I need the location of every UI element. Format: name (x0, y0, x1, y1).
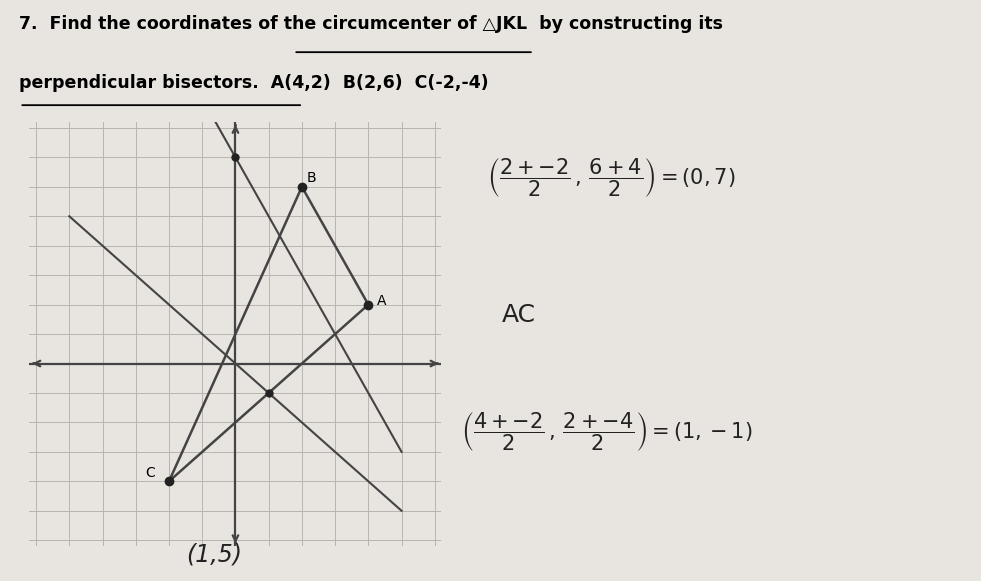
Text: $\left(\dfrac{2+{-2}}{2}\,,\,\dfrac{6+4}{2}\right)=\left(0,7\right)$: $\left(\dfrac{2+{-2}}{2}\,,\,\dfrac{6+4}… (487, 156, 735, 199)
Text: $\left(\dfrac{4+{-2}}{2}\,,\,\dfrac{2+{-4}}{2}\right)=\left(1,-1\right)$: $\left(\dfrac{4+{-2}}{2}\,,\,\dfrac{2+{-… (461, 410, 752, 453)
Text: perpendicular bisectors.  A(4,2)  B(2,6)  C(-2,-4): perpendicular bisectors. A(4,2) B(2,6) C… (20, 74, 490, 92)
Text: A: A (377, 293, 387, 307)
Text: B: B (307, 171, 317, 185)
Text: C: C (146, 466, 155, 480)
Text: 7.  Find the coordinates of the circumcenter of △JKL  by constructing its: 7. Find the coordinates of the circumcen… (20, 15, 723, 33)
Text: AC: AC (502, 303, 536, 327)
Text: (1,5): (1,5) (186, 543, 242, 567)
